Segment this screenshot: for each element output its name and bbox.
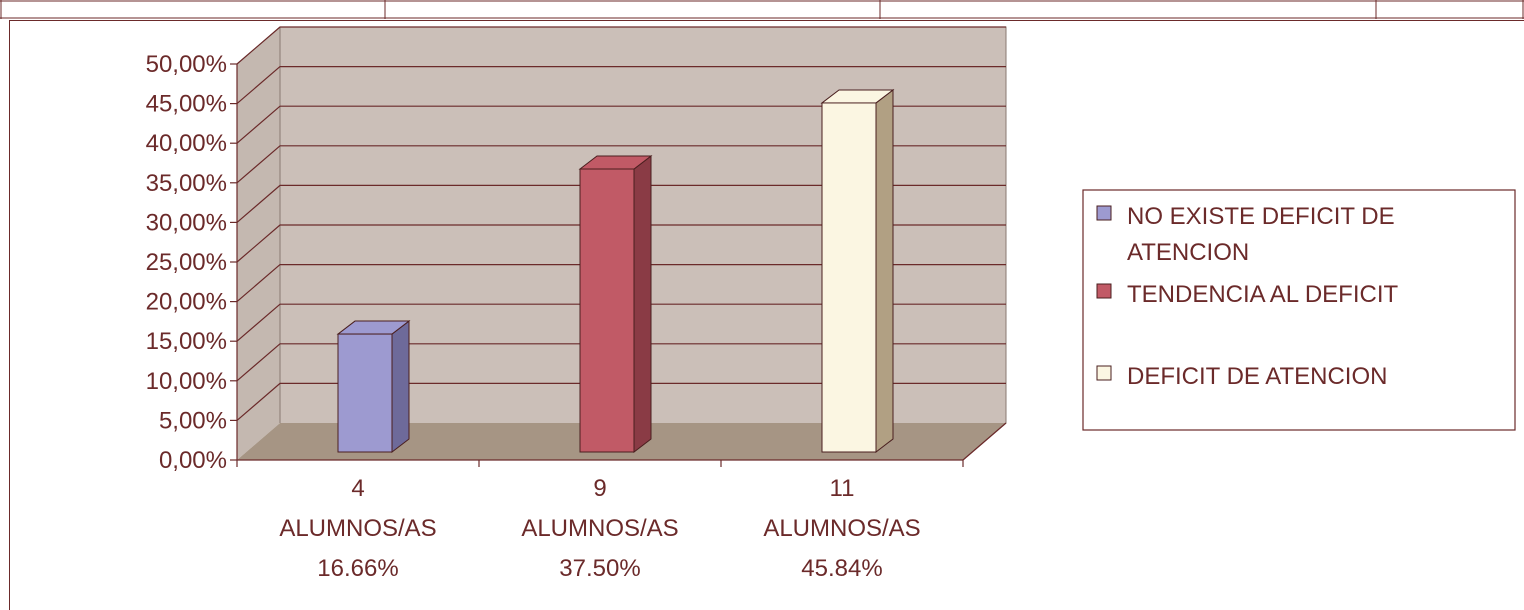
legend-label: DEFICIT DE ATENCION (1127, 363, 1387, 390)
y-tick-label: 35,00% (146, 170, 227, 197)
x-tick-label: 11 (830, 475, 855, 502)
legend-swatch (1096, 365, 1112, 381)
bar-side (633, 154, 652, 454)
y-tick-label: 10,00% (146, 368, 227, 395)
y-tick-label: 5,00% (159, 407, 227, 434)
gridline (236, 184, 1006, 223)
y-axis: 0,00% 5,00% 10,00% 15,00% 20,00% 25,00% 30,00%… (146, 51, 238, 474)
y-tick-label: 40,00% (146, 130, 227, 157)
x-tick-label: 45.84% (801, 555, 882, 582)
y-tick-label: 50,00% (146, 51, 227, 78)
legend-label: ATENCION (1127, 239, 1249, 266)
gridline (236, 264, 1006, 303)
legend-label: TENDENCIA AL DEFICIT (1127, 281, 1399, 308)
bar (820, 88, 895, 454)
x-tick-label: ALUMNOS/AS (521, 515, 678, 542)
gridline (236, 224, 1006, 263)
gridline (236, 105, 1006, 144)
x-tick-label: 4 (351, 475, 364, 502)
legend-swatch (1096, 283, 1112, 299)
bar-side (391, 320, 410, 454)
x-tick-label: ALUMNOS/AS (763, 515, 920, 542)
legend: NO EXISTE DEFICIT DE ATENCION TENDENCIA AL… (1082, 189, 1516, 431)
x-axis-depth-line (962, 422, 1007, 461)
top-table-border (0, 0, 1524, 19)
bar-front (579, 168, 635, 453)
gridline (236, 343, 1006, 382)
bar-side (875, 88, 894, 454)
bar (336, 320, 411, 454)
gridline (236, 382, 1006, 421)
x-tick-label: ALUMNOS/AS (279, 515, 436, 542)
y-tick-label: 15,00% (146, 328, 227, 355)
legend-swatch (1096, 205, 1112, 221)
y-tick-label: 30,00% (146, 209, 227, 236)
x-tick-label: 37.50% (559, 555, 640, 582)
bar (578, 154, 653, 454)
gridline (236, 65, 1006, 105)
bar-front (821, 102, 877, 453)
legend-label: NO EXISTE DEFICIT DE (1127, 203, 1395, 230)
x-tick-label: 16.66% (317, 555, 398, 582)
chart-frame (9, 20, 1524, 610)
y-tick-label: 45,00% (146, 91, 227, 118)
bars (336, 88, 895, 454)
gridline (236, 26, 1006, 65)
x-axis: 4 ALUMNOS/AS 16.66% 9 ALUMNOS/AS 37.50% 11 ALUM… (236, 422, 1007, 582)
gridline (236, 303, 1006, 342)
y-tick-label: 0,00% (159, 447, 227, 474)
chart-gridlines (236, 26, 1006, 421)
gridline (236, 145, 1006, 184)
y-tick-label: 25,00% (146, 249, 227, 276)
x-tick-label: 9 (593, 475, 606, 502)
bar-front (337, 333, 393, 453)
legend-box (1082, 189, 1516, 431)
y-tick-label: 20,00% (146, 289, 227, 316)
